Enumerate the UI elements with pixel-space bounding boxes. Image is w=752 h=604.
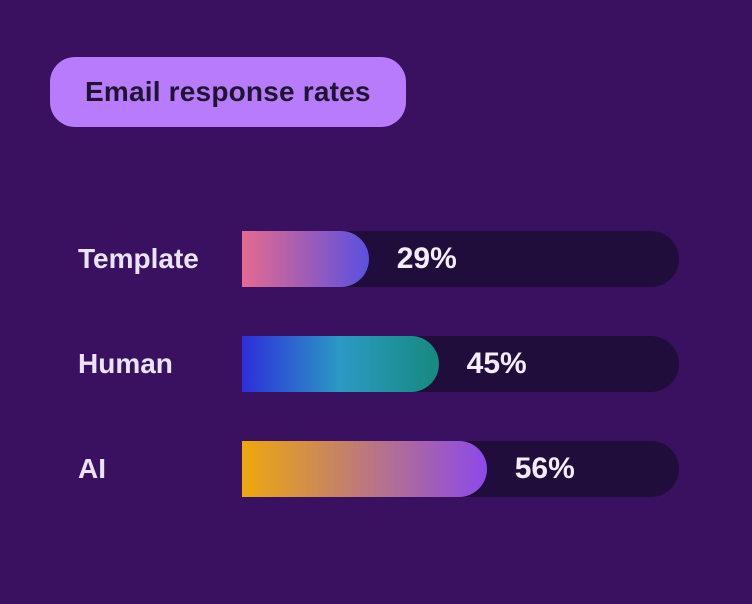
bar-row: AI 56%	[0, 441, 752, 497]
bar-category-label: Template	[78, 243, 199, 274]
bar-track: 29%	[242, 231, 679, 287]
bar-value-label: 56%	[514, 452, 575, 485]
bar-fill	[242, 231, 369, 287]
chart-title-badge: Email response rates	[50, 57, 406, 127]
chart-title: Email response rates	[85, 76, 371, 107]
bar-value-label: 29%	[396, 242, 457, 275]
bar-track: 45%	[242, 336, 679, 392]
bar-value-label: 45%	[466, 347, 527, 380]
bar-fill	[242, 336, 439, 392]
bar-fill	[242, 441, 487, 497]
bar-row: Human 45%	[0, 336, 752, 392]
bar-track: 56%	[242, 441, 679, 497]
bar-row: Template 29%	[0, 231, 752, 287]
bar-category-label: AI	[78, 453, 106, 484]
bar-category-label: Human	[78, 348, 173, 379]
